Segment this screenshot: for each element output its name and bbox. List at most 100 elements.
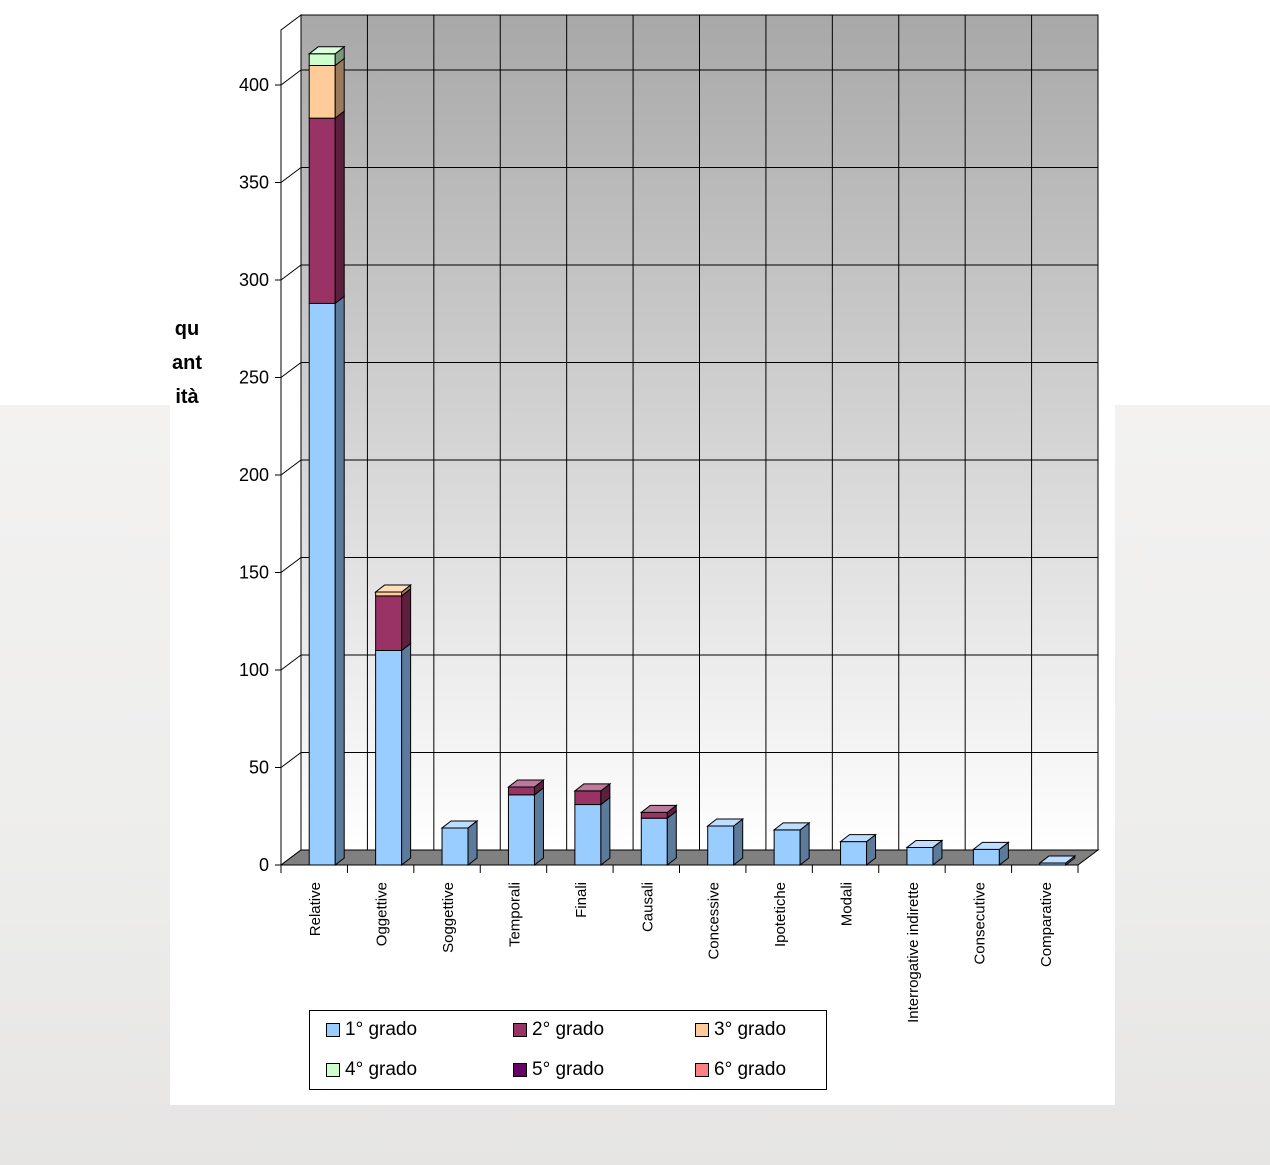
bar-stack-11 bbox=[971, 841, 1010, 867]
legend-item: 5° grado bbox=[513, 1059, 604, 1081]
legend-swatch bbox=[695, 1023, 709, 1037]
y-tick-label: 100 bbox=[239, 660, 269, 680]
bar-top bbox=[374, 584, 413, 593]
bar-segment bbox=[773, 829, 801, 866]
bar-segment bbox=[375, 595, 403, 652]
bar-top bbox=[307, 46, 346, 55]
side-wall bbox=[280, 14, 302, 866]
bar-segment bbox=[707, 825, 735, 866]
bar-segment bbox=[640, 811, 668, 819]
bar-stack-5 bbox=[573, 782, 612, 867]
legend-swatch bbox=[326, 1023, 340, 1037]
bar-segment-side bbox=[600, 796, 611, 867]
bar-stack-7 bbox=[706, 817, 745, 867]
bar-top bbox=[905, 839, 944, 848]
legend-label: 2° grado bbox=[532, 1019, 605, 1040]
legend-label: 5° grado bbox=[532, 1059, 605, 1080]
bar-top bbox=[1038, 855, 1077, 864]
y-tick-label: 350 bbox=[239, 173, 269, 193]
bar-segment-side bbox=[334, 110, 345, 305]
bar-stack-12 bbox=[1038, 855, 1077, 867]
bar-segment-side bbox=[467, 819, 478, 867]
bar-segment bbox=[640, 817, 668, 866]
bar-stack-4 bbox=[507, 778, 545, 867]
bar-top bbox=[507, 779, 545, 788]
bar-segment-side bbox=[666, 810, 677, 867]
gridline-side bbox=[280, 69, 302, 86]
bar-segment bbox=[840, 841, 868, 866]
bar-top bbox=[706, 818, 745, 827]
y-tick-label: 150 bbox=[239, 563, 269, 583]
bar-segment-side bbox=[334, 295, 345, 867]
bar-segment bbox=[507, 794, 535, 866]
bar-segment-side bbox=[733, 817, 744, 867]
bar-segment-side bbox=[401, 587, 412, 652]
x-tick-label: Finali bbox=[573, 882, 590, 918]
bar-stack-8 bbox=[772, 821, 811, 867]
bar-stack-1 bbox=[307, 45, 346, 867]
bar-top bbox=[971, 841, 1010, 850]
bar-segment bbox=[375, 650, 403, 866]
bar-stack-6 bbox=[639, 804, 678, 867]
x-tick-label: Relative bbox=[307, 882, 324, 936]
x-tick-label: Causali bbox=[639, 882, 656, 932]
gridline-side bbox=[280, 362, 302, 378]
gridline-side bbox=[280, 557, 302, 573]
legend-swatch bbox=[695, 1063, 709, 1077]
legend-label: 4° grado bbox=[345, 1059, 418, 1080]
bar-top bbox=[639, 804, 678, 813]
legend-label: 6° grado bbox=[714, 1059, 787, 1080]
x-tick-label: Modali bbox=[839, 882, 856, 926]
x-tick-label: Consecutive bbox=[971, 882, 988, 965]
x-tick-label: Oggettive bbox=[374, 882, 391, 946]
bar-stack-9 bbox=[839, 833, 877, 867]
bar-segment-side bbox=[533, 786, 544, 867]
x-tick-label: Comparative bbox=[1038, 882, 1055, 967]
bar-segment bbox=[375, 591, 403, 597]
bar-segment bbox=[308, 302, 336, 866]
y-tick-label: 250 bbox=[239, 368, 269, 388]
gridline-side bbox=[280, 167, 302, 183]
bar-segment bbox=[308, 53, 336, 66]
bar-top bbox=[573, 783, 612, 792]
legend-swatch bbox=[513, 1063, 527, 1077]
bar-top bbox=[772, 822, 811, 831]
bar-segment bbox=[574, 804, 602, 866]
gridline-side bbox=[280, 459, 302, 476]
gridline-side bbox=[280, 654, 302, 671]
x-tick-label: Temporali bbox=[506, 882, 523, 947]
bar-segment bbox=[507, 786, 535, 796]
legend-item: 6° grado bbox=[695, 1059, 786, 1081]
bar-stack-3 bbox=[440, 819, 479, 867]
y-tick-label: 400 bbox=[239, 75, 269, 95]
legend-item: 4° grado bbox=[326, 1059, 417, 1081]
bar-segment bbox=[906, 846, 934, 866]
legend-item: 2° grado bbox=[513, 1019, 604, 1041]
bar-top bbox=[839, 834, 877, 843]
legend-item: 3° grado bbox=[695, 1019, 786, 1041]
legend-item: 1° grado bbox=[326, 1019, 417, 1041]
gridline-side bbox=[280, 264, 302, 281]
y-axis-label: quantità bbox=[172, 318, 202, 408]
bar-top bbox=[440, 820, 479, 829]
bar-segment-side bbox=[401, 642, 412, 867]
bar-stack-2 bbox=[374, 583, 413, 867]
y-tick-label: 0 bbox=[259, 855, 269, 875]
bar-segment bbox=[441, 827, 469, 866]
y-tick-label: 300 bbox=[239, 270, 269, 290]
legend-label: 3° grado bbox=[714, 1019, 787, 1040]
chart-legend: 1° grado 2° grado 3° grado 4° grado 5° grado… bbox=[309, 1010, 827, 1090]
bar-segment bbox=[308, 65, 336, 119]
x-tick-label: Interrogative indirette bbox=[905, 882, 922, 1023]
x-tick-label: Soggettive bbox=[440, 882, 457, 953]
x-tick-label: Ipotetiche bbox=[772, 882, 789, 947]
bar-stack-10 bbox=[905, 839, 944, 867]
gridline-side bbox=[280, 752, 302, 768]
x-tick-label: Concessive bbox=[706, 882, 723, 960]
bar-segment-side bbox=[334, 57, 345, 120]
y-tick-label: 50 bbox=[249, 758, 269, 778]
legend-swatch bbox=[326, 1063, 340, 1077]
legend-swatch bbox=[513, 1023, 527, 1037]
bar-segment bbox=[574, 790, 602, 806]
